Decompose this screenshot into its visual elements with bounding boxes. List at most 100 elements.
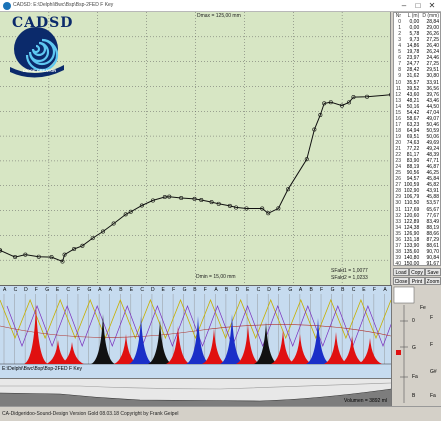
file-path-label: E:\Delphi\Bwc\Bsp\Bsp-2FED F Key [2,366,83,372]
row-length: 35,57 [406,79,420,86]
geometry-row[interactable]: 38 135,60 90,70 [394,249,440,255]
geometry-row[interactable]: 22 81,17 48,39 [394,152,440,158]
minimize-button[interactable]: – [401,1,407,10]
right-scale-panel[interactable]: Fe 0 F G F Fa G# B Fa [391,285,441,406]
row-nr: 0 [398,19,401,26]
close-panel-button[interactable]: Close [393,277,409,285]
geometry-row[interactable]: 17 63,23 50,46 [394,122,440,128]
row-length: 48,21 [406,97,420,104]
scale-label-3: F [430,315,434,321]
row-nr: 24 [395,164,401,171]
geometry-row[interactable]: 3 9,73 27,25 [394,37,440,43]
print-button[interactable]: Print [409,277,425,285]
geometry-row[interactable]: 5 19,78 26,24 [394,49,440,55]
row-diameter: 46,25 [426,170,439,177]
row-diameter: 90,70 [426,248,439,255]
geometry-row[interactable]: 6 23,97 24,46 [394,55,440,61]
row-diameter: 91,67 [426,260,439,266]
geometry-row[interactable]: 13 48,21 43,46 [394,98,440,104]
geometry-row[interactable]: 16 58,67 49,07 [394,116,440,122]
geometry-row[interactable]: 25 90,56 46,25 [394,170,440,176]
geometry-row[interactable]: 4 14,86 26,40 [394,43,440,49]
zoom-button[interactable]: Zoom [425,277,441,285]
note-label: E [129,287,134,293]
dmax-label: Dmax = 125,00 mm [197,13,241,19]
note-label: C [351,287,356,293]
geometry-row[interactable]: 28 102,90 43,91 [394,188,440,194]
window-title: CADSD: E:\Delphi\Bwc\Bsp\Bsp-2FED F Key [13,2,114,8]
geometry-table-panel[interactable]: Nr L (m) D (mm) 0 0,00 28,84 1 0,00 29,00 2 5,7… [393,12,441,266]
geometry-row[interactable]: 20 74,63 49,69 [394,140,440,146]
geometry-table-header: Nr L (m) D (mm) [394,13,440,19]
resonance-peak [202,328,226,364]
geometry-row[interactable]: 14 50,16 44,50 [394,104,440,110]
geometry-row[interactable]: 31 117,69 65,67 [394,207,440,213]
save-button[interactable]: Save [425,268,441,276]
geometry-row[interactable]: 10 35,57 33,91 [394,80,440,86]
resonance-peak [148,320,172,364]
note-label: C [256,287,261,293]
row-length: 0,00 [409,19,420,26]
geometry-row[interactable]: 29 106,79 45,88 [394,194,440,200]
row-nr: 17 [395,121,401,128]
copy-button[interactable]: Copy [409,268,425,276]
bore-profile-point [150,198,155,203]
bore-profile-point [72,246,77,251]
row-nr: 11 [395,85,401,92]
bore-profile-plot[interactable]: CADSD DIDGE CREATOR Dmax = 125,00 mm Dmi… [0,12,391,285]
geometry-row[interactable]: 40 150,00 91,67 [394,260,440,266]
geometry-row[interactable]: 11 39,52 36,56 [394,86,440,92]
geometry-row[interactable]: 24 88,19 46,87 [394,164,440,170]
row-nr: 20 [395,139,401,146]
note-label: B [193,287,197,293]
geometry-row[interactable]: 36 131,18 87,29 [394,237,440,243]
geometry-row[interactable]: 15 54,42 47,04 [394,110,440,116]
geometry-row[interactable]: 23 83,90 47,71 [394,158,440,164]
geometry-row[interactable]: 21 77,22 49,24 [394,146,440,152]
geometry-row[interactable]: 39 140,80 90,84 [394,255,440,261]
row-length: 39,52 [406,85,420,92]
note-label: F [34,287,38,293]
row-diameter: 36,56 [426,85,439,92]
bore-profile-point [365,94,370,99]
geometry-row[interactable]: 12 43,60 39,76 [394,92,440,98]
geometry-row[interactable]: 2 5,78 26,26 [394,31,440,37]
note-label: E [161,287,165,293]
row-length: 120,60 [403,212,420,219]
geometry-row[interactable]: 27 100,59 45,82 [394,182,440,188]
bore-profile-point [49,255,54,260]
maximize-button[interactable]: □ [415,1,421,10]
bore-profile-svg[interactable] [0,12,391,285]
row-length: 88,19 [406,164,420,171]
load-button[interactable]: Load [393,268,409,276]
geometry-row[interactable]: 9 31,62 30,80 [394,73,440,79]
row-diameter: 30,80 [426,73,439,80]
geometry-row[interactable]: 34 124,38 88,19 [394,225,440,231]
geometry-row[interactable]: 30 110,50 53,57 [394,200,440,206]
note-label: E [362,287,366,293]
geometry-row[interactable]: 33 122,89 83,49 [394,219,440,225]
geometry-row[interactable]: 18 64,94 50,59 [394,128,440,134]
bore-profile-point [322,101,327,106]
geometry-row[interactable]: 19 69,51 50,06 [394,134,440,140]
row-diameter: 43,91 [426,188,439,195]
geometry-row[interactable]: 35 126,90 88,66 [394,231,440,237]
geometry-row[interactable]: 0 0,00 28,84 [394,19,440,25]
row-length: 131,18 [403,236,420,243]
row-length: 5,78 [409,31,420,38]
volume-strip: Volumen = 3892 ml [0,378,391,406]
scale-label-1: Fe [420,305,426,311]
note-label: G [330,287,335,293]
bore-profile-point [276,206,281,211]
geometry-row[interactable]: 7 24,77 27,25 [394,61,440,67]
geometry-row[interactable]: 26 94,57 45,84 [394,176,440,182]
geometry-row[interactable]: 8 28,42 29,51 [394,67,440,73]
row-diameter: 50,59 [426,127,439,134]
close-button[interactable]: ✕ [428,1,436,10]
geometry-row[interactable]: 32 120,60 77,67 [394,213,440,219]
geometry-row[interactable]: 1 0,00 29,00 [394,25,440,31]
geometry-row[interactable]: 37 133,90 88,61 [394,243,440,249]
row-length: 110,50 [404,200,420,207]
row-diameter: 29,51 [426,67,439,74]
